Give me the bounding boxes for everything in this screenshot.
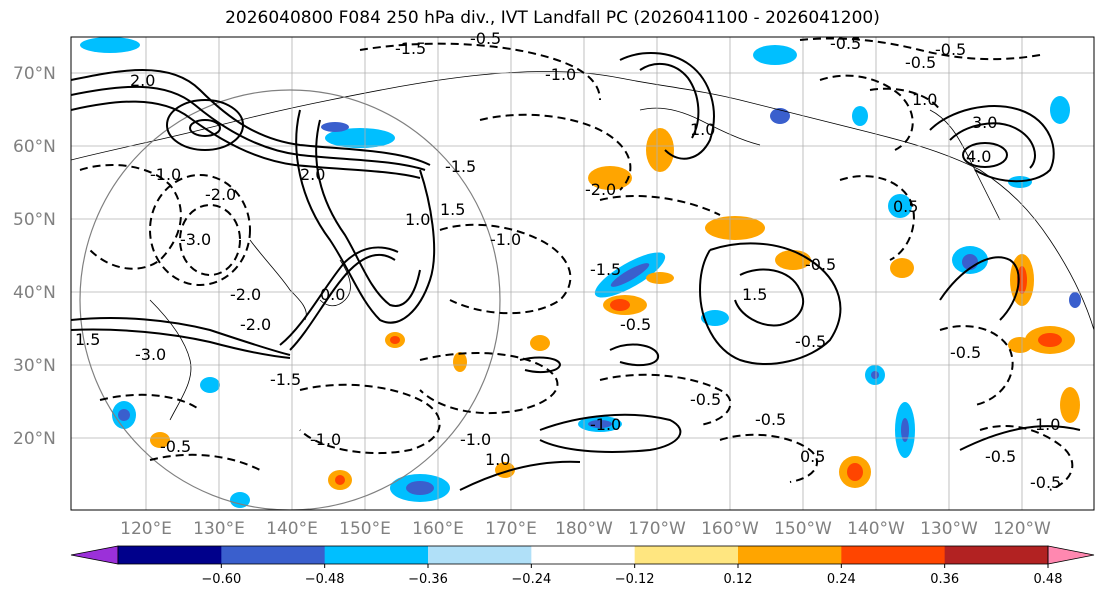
- svg-text:2.0: 2.0: [130, 71, 155, 90]
- svg-text:-3.0: -3.0: [135, 345, 166, 364]
- colorbar-tick-label: 0.48: [1034, 572, 1063, 587]
- svg-text:130°E: 130°E: [193, 519, 245, 539]
- latitude-labels: 70°N 60°N 50°N 40°N 30°N 20°N: [13, 64, 56, 449]
- svg-text:2.0: 2.0: [300, 165, 325, 184]
- svg-text:160°W: 160°W: [701, 519, 759, 539]
- positive-contours: [71, 52, 1081, 491]
- longitude-labels: 120°E 130°E 140°E 150°E 160°E 170°E 180°…: [120, 519, 1051, 539]
- colorbar-segment: [531, 546, 636, 564]
- svg-text:30°N: 30°N: [13, 356, 56, 376]
- svg-text:1.0: 1.0: [405, 210, 430, 229]
- svg-text:-0.5: -0.5: [950, 343, 981, 362]
- svg-text:-0.5: -0.5: [755, 410, 786, 429]
- svg-text:50°N: 50°N: [13, 210, 56, 230]
- svg-text:170°W: 170°W: [628, 519, 686, 539]
- colorbar-border: [117, 545, 1049, 565]
- svg-text:-1.5: -1.5: [270, 370, 301, 389]
- colorbar-segment: [118, 546, 222, 564]
- map-title: 2026040800 F084 250 hPa div., IVT Landfa…: [225, 8, 880, 28]
- svg-text:-1.5: -1.5: [590, 260, 621, 279]
- svg-text:-2.0: -2.0: [240, 315, 271, 334]
- svg-text:-0.5: -0.5: [830, 34, 861, 53]
- colorbar-segment: [428, 546, 532, 564]
- colorbar-tick-label: 0.12: [724, 572, 753, 587]
- svg-text:140°W: 140°W: [847, 519, 905, 539]
- svg-text:-0.5: -0.5: [795, 332, 826, 351]
- svg-text:180°W: 180°W: [555, 519, 613, 539]
- colorbar-tick-label: 0.36: [930, 572, 959, 587]
- svg-text:-1.0: -1.0: [590, 415, 621, 434]
- colorbar-tick-label: −0.60: [201, 572, 241, 587]
- svg-text:0.5: 0.5: [893, 197, 918, 216]
- svg-text:4.0: 4.0: [966, 147, 991, 166]
- svg-text:-1.0: -1.0: [310, 430, 341, 449]
- svg-text:1.5: 1.5: [75, 330, 100, 349]
- svg-text:-1.5: -1.5: [395, 39, 426, 58]
- colorbar: −0.60 −0.48 −0.36 −0.24 −0.12 0.12 0.24 0.36 0.4…: [70, 545, 1095, 587]
- svg-text:160°E: 160°E: [412, 519, 464, 539]
- svg-text:-2.0: -2.0: [230, 285, 261, 304]
- svg-text:-0.5: -0.5: [620, 315, 651, 334]
- colorbar-tick-label: −0.12: [615, 572, 655, 587]
- svg-text:1.5: 1.5: [440, 200, 465, 219]
- divergence-shading: [80, 37, 1081, 508]
- negative-contours: [79, 37, 1074, 491]
- svg-text:-1.5: -1.5: [445, 157, 476, 176]
- colorbar-tick-label: −0.24: [511, 572, 551, 587]
- svg-text:0.0: 0.0: [320, 285, 345, 304]
- svg-text:-0.5: -0.5: [805, 255, 836, 274]
- colorbar-segment: [634, 546, 739, 564]
- svg-text:150°E: 150°E: [339, 519, 391, 539]
- region-circle: [79, 89, 501, 510]
- svg-text:70°N: 70°N: [13, 64, 56, 84]
- svg-text:150°W: 150°W: [774, 519, 832, 539]
- svg-text:1.0: 1.0: [912, 90, 937, 109]
- svg-text:3.0: 3.0: [972, 113, 997, 132]
- svg-text:-1.0: -1.0: [545, 65, 576, 84]
- svg-text:-2.0: -2.0: [585, 180, 616, 199]
- svg-text:20°N: 20°N: [13, 429, 56, 449]
- colorbar-segment: [841, 546, 946, 564]
- svg-text:130°W: 130°W: [920, 519, 978, 539]
- colorbar-segment: [221, 546, 326, 564]
- svg-text:140°E: 140°E: [266, 519, 318, 539]
- colorbar-segment: [738, 546, 842, 564]
- colorbar-tick-label: −0.48: [305, 572, 345, 587]
- colorbar-extend-max: [1047, 545, 1095, 565]
- svg-text:60°N: 60°N: [13, 137, 56, 157]
- svg-text:-0.5: -0.5: [905, 53, 936, 72]
- svg-text:1.0: 1.0: [1035, 415, 1060, 434]
- svg-text:-1.0: -1.0: [460, 430, 491, 449]
- svg-text:1.5: 1.5: [742, 285, 767, 304]
- svg-text:120°E: 120°E: [120, 519, 172, 539]
- svg-text:170°E: 170°E: [485, 519, 537, 539]
- svg-text:-1.0: -1.0: [490, 230, 521, 249]
- colorbar-segment: [944, 546, 1049, 564]
- svg-text:40°N: 40°N: [13, 283, 56, 303]
- colorbar-tick-label: 0.24: [827, 572, 856, 587]
- svg-text:120°W: 120°W: [993, 519, 1051, 539]
- map-frame: [70, 36, 1095, 511]
- svg-text:0.5: 0.5: [800, 447, 825, 466]
- colorbar-segment: [324, 546, 429, 564]
- svg-text:-0.5: -0.5: [1030, 473, 1061, 492]
- contour-labels: 2.0 -1.5 -0.5 -1.0 -0.5 -0.5 -0.5 1.0 3.…: [75, 29, 1061, 492]
- svg-text:-3.0: -3.0: [180, 230, 211, 249]
- svg-text:1.0: 1.0: [485, 450, 510, 469]
- svg-text:-0.5: -0.5: [690, 390, 721, 409]
- svg-text:-0.5: -0.5: [470, 29, 501, 48]
- colorbar-tick-label: −0.36: [408, 572, 448, 587]
- svg-text:-0.5: -0.5: [985, 447, 1016, 466]
- svg-text:-1.0: -1.0: [150, 165, 181, 184]
- svg-text:-0.5: -0.5: [935, 40, 966, 59]
- colorbar-extend-min: [70, 545, 119, 565]
- svg-text:-0.5: -0.5: [160, 437, 191, 456]
- map-area: [71, 37, 1094, 510]
- svg-text:1.0: 1.0: [690, 120, 715, 139]
- svg-text:-2.0: -2.0: [205, 185, 236, 204]
